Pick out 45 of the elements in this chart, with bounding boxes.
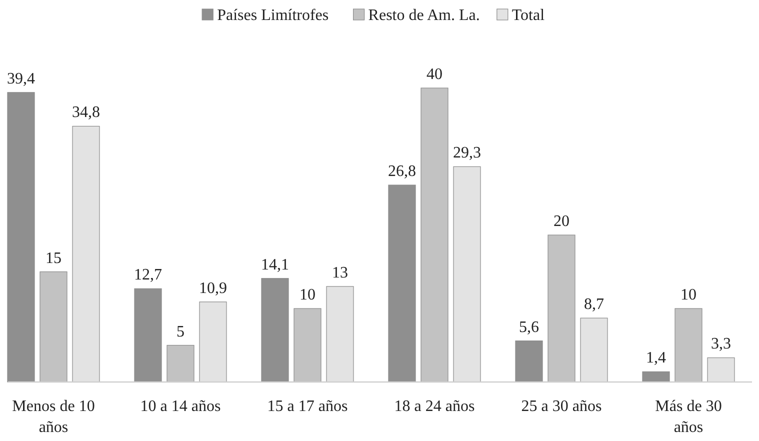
data-label: 34,8 [72,104,100,122]
data-label: 13 [332,264,348,282]
data-label: 5,6 [519,318,539,336]
bar [515,340,543,382]
bar [642,371,670,382]
data-label: 10 [300,286,316,304]
bar [166,344,194,382]
x-tick-label: 10 a 14 años [140,398,221,415]
bar [134,288,162,382]
x-tick-label: Más de 30 años [655,398,722,436]
bar [420,88,448,382]
bar [294,308,322,382]
bar [580,318,608,382]
data-label: 14,1 [261,256,289,274]
data-label: 39,4 [7,70,35,88]
bar [388,184,416,382]
bar [199,302,227,382]
data-label: 15 [46,250,62,267]
bar [261,278,289,382]
bar [453,166,481,382]
data-label: 40 [426,66,442,83]
data-label: 20 [554,213,570,230]
bar [7,92,35,382]
bar [707,357,735,382]
x-tick-label: Menos de 10 años [12,398,95,436]
data-label: 10,9 [199,280,227,297]
data-label: 12,7 [134,266,162,284]
bar [674,308,702,382]
data-label: 1,4 [646,350,666,367]
data-label: 10 [680,286,696,304]
bar [72,126,100,382]
data-label: 5 [176,323,184,340]
data-label: 29,3 [453,144,481,162]
bar [40,271,68,382]
x-tick-label: 18 a 24 años [394,398,475,415]
bar [548,234,576,382]
legend-label: Resto de Am. La. [368,7,480,24]
data-label: 26,8 [388,163,416,180]
bar [326,286,354,382]
x-tick-label: 25 a 30 años [521,398,602,415]
data-label: 8,7 [584,296,604,314]
legend-label: Países Limítrofes [217,7,329,24]
data-label: 3,3 [711,336,731,353]
x-tick-label: 15 a 17 años [267,398,348,415]
legend-label: Total [512,7,546,24]
